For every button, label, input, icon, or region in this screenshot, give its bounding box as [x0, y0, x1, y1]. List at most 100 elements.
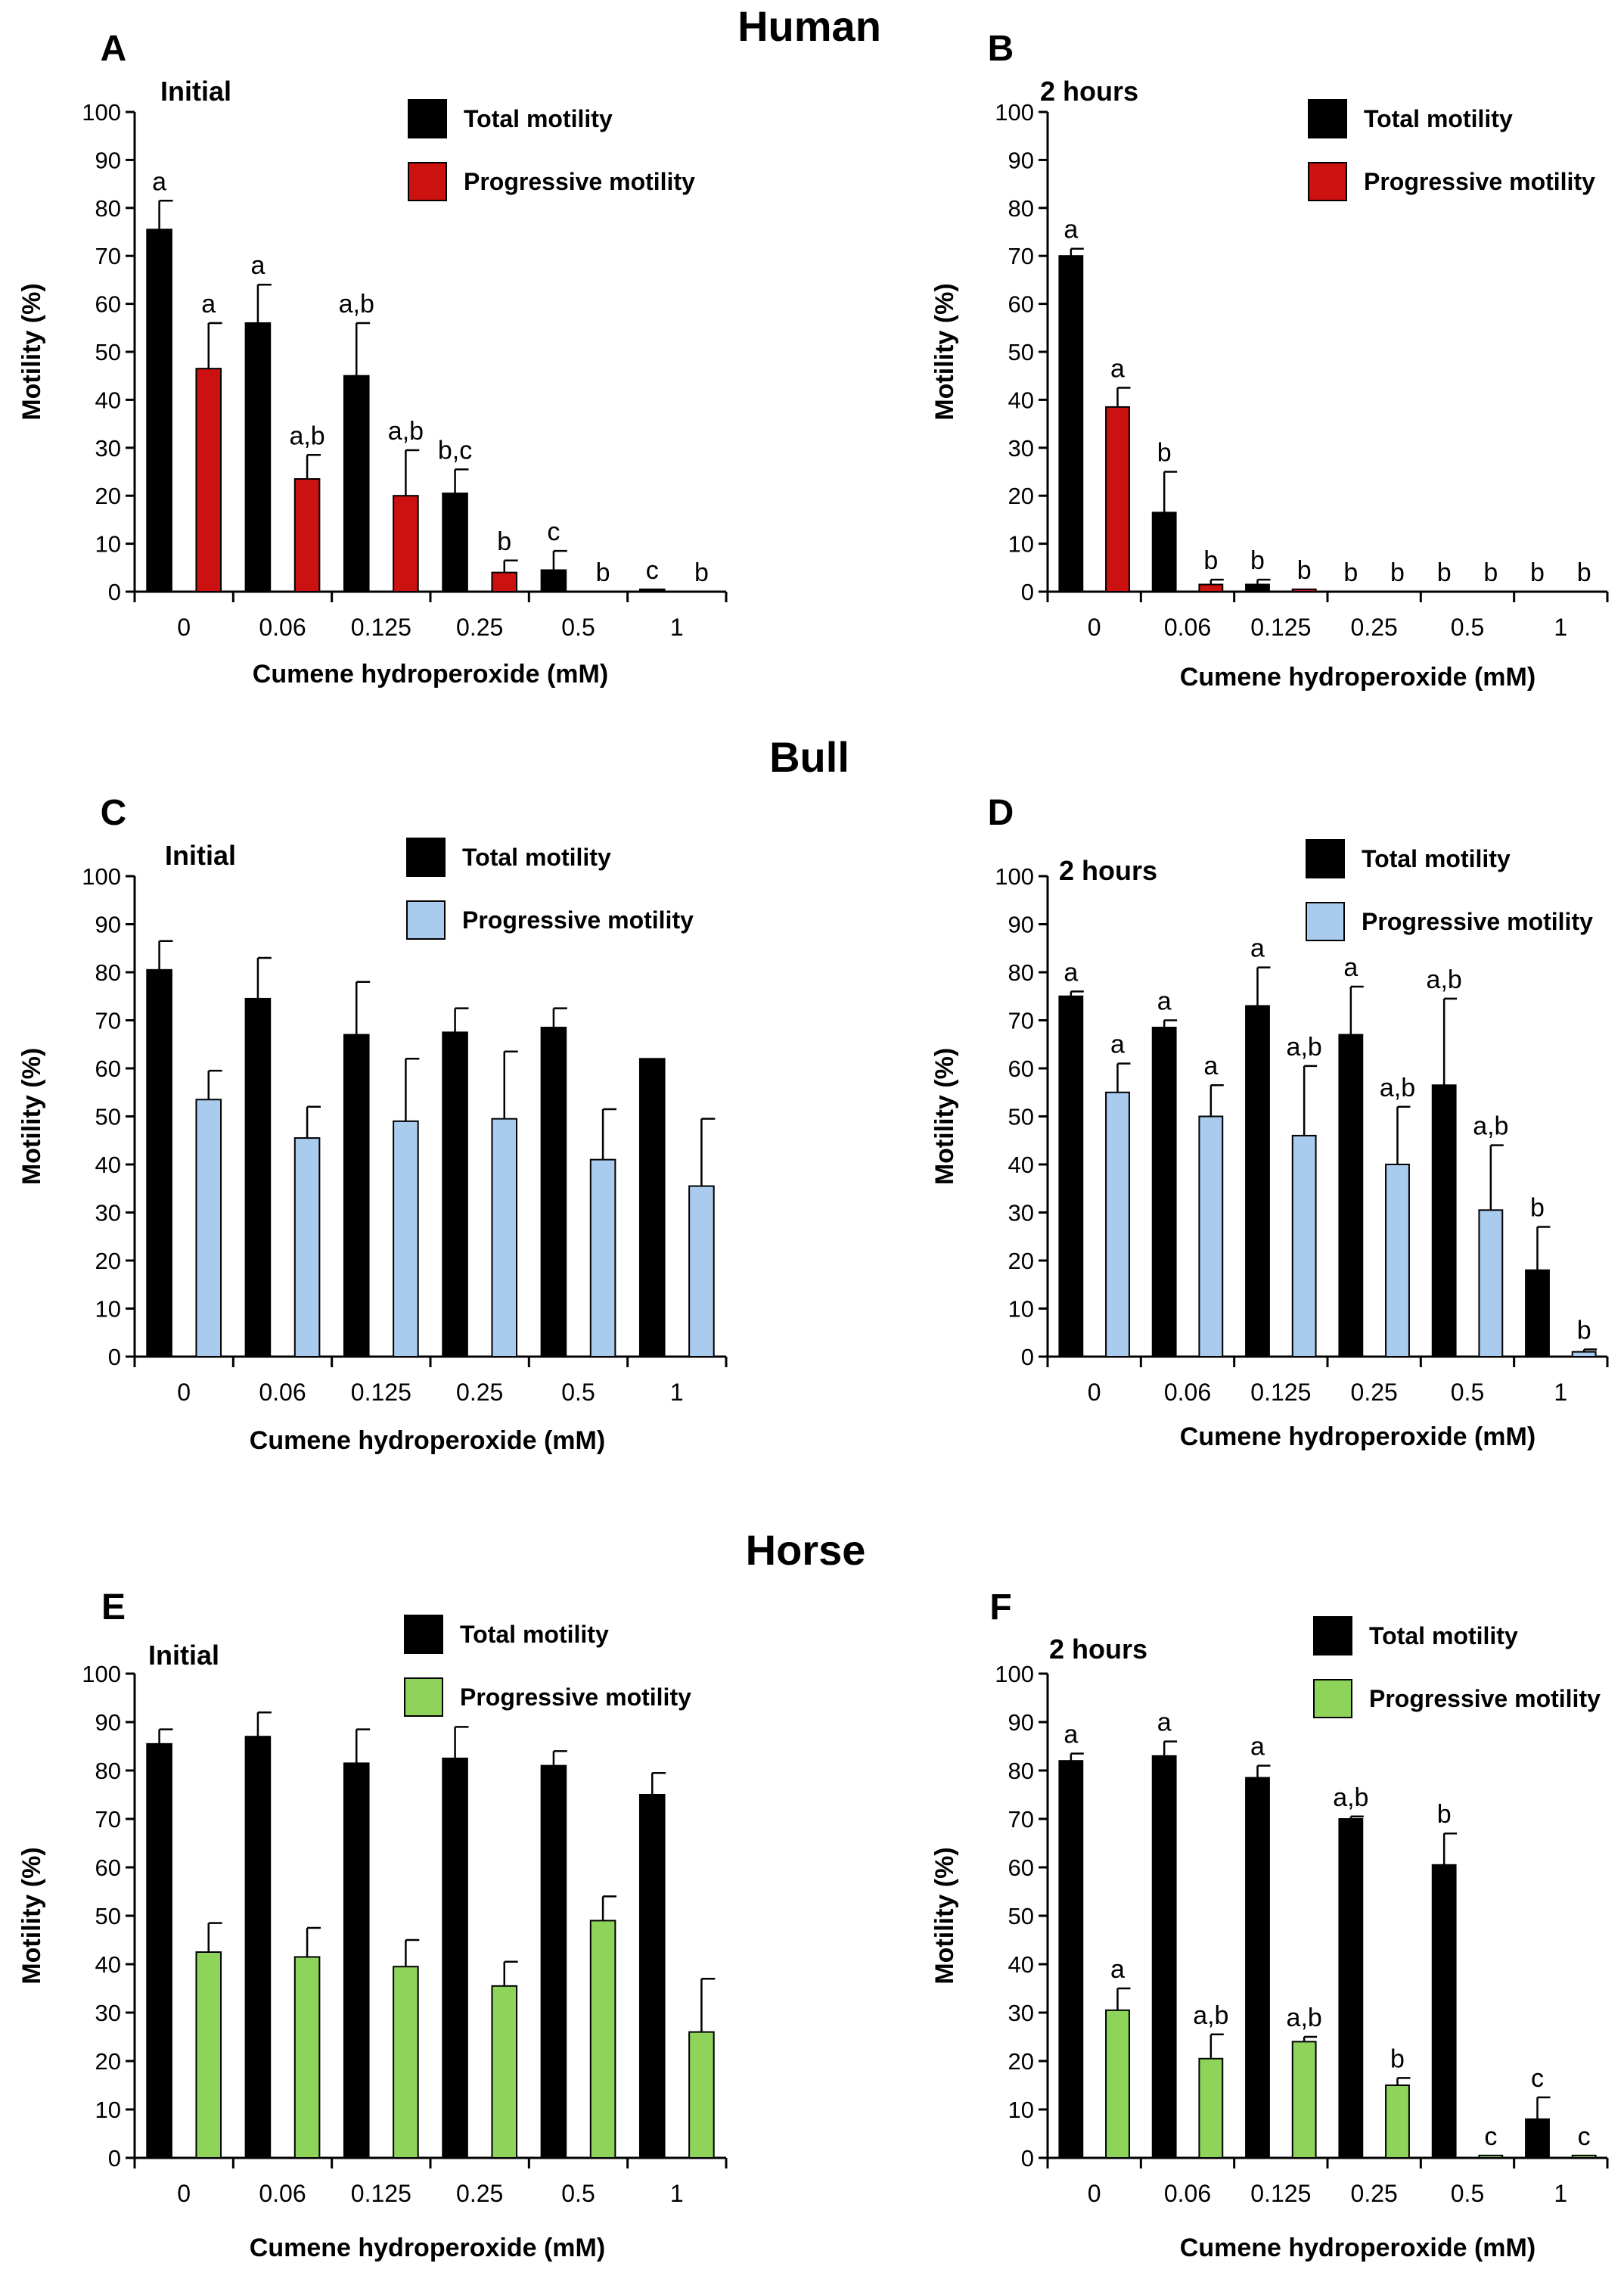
y-tick-label: 20	[1008, 483, 1034, 509]
significance-label: a,b	[289, 421, 324, 450]
significance-label: a	[1110, 1955, 1125, 1984]
bar	[442, 1758, 468, 2159]
bar	[1198, 1115, 1224, 1357]
significance-label: b	[694, 558, 709, 587]
y-tick-label: 90	[95, 147, 121, 173]
panel-title: Initial	[165, 840, 236, 871]
significance-label: a	[1110, 355, 1125, 384]
significance-label: a,b	[1380, 1074, 1415, 1102]
y-tick-label: 100	[995, 863, 1034, 890]
y-tick-label: 10	[1008, 1296, 1034, 1323]
bar	[1571, 2154, 1597, 2159]
legend-swatch	[406, 900, 446, 940]
x-tick-label: 0.25	[456, 614, 503, 641]
significance-label: c	[547, 518, 560, 546]
y-tick-label: 0	[1021, 579, 1034, 605]
bar	[1198, 2057, 1224, 2159]
x-tick-label: 0	[177, 614, 191, 641]
significance-label: c	[1531, 2064, 1544, 2093]
y-tick-label: 70	[1008, 243, 1034, 269]
y-tick-label: 10	[1008, 2097, 1034, 2123]
bar	[540, 1027, 567, 1358]
x-tick-label: 0	[177, 2180, 191, 2207]
y-tick-label: 60	[1008, 1055, 1034, 1082]
bar	[1151, 511, 1177, 593]
x-tick-label: 0.5	[1451, 614, 1484, 641]
legend-label: Total motility	[464, 105, 613, 132]
significance-label: b	[1343, 558, 1358, 587]
significance-label: b	[1530, 1194, 1545, 1223]
bar	[1245, 1005, 1270, 1357]
y-tick-label: 0	[1021, 1344, 1034, 1370]
legend-label: Progressive motility	[1364, 168, 1595, 195]
bar	[195, 368, 222, 592]
significance-label: a	[1203, 1052, 1218, 1080]
panel-letter: F	[989, 1587, 1011, 1627]
legend-label: Total motility	[1362, 845, 1511, 872]
y-tick-label: 50	[95, 1903, 121, 1929]
significance-label: b,c	[438, 436, 472, 465]
legend-swatch	[408, 162, 447, 201]
significance-label: a,b	[1193, 2001, 1228, 2030]
y-tick-label: 60	[1008, 291, 1034, 318]
bar	[1431, 1864, 1457, 2159]
significance-label: b	[1203, 546, 1218, 575]
bar	[1105, 2009, 1130, 2159]
legend-label: Progressive motility	[464, 168, 695, 195]
significance-label: a	[1250, 934, 1265, 963]
legend-swatch	[1313, 1616, 1352, 1655]
legend-label: Progressive motility	[462, 906, 694, 934]
y-tick-label: 60	[95, 1854, 121, 1881]
y-tick-label: 40	[1008, 1951, 1034, 1978]
y-tick-label: 10	[95, 2097, 121, 2123]
x-tick-label: 0	[1088, 614, 1101, 641]
y-tick-label: 60	[95, 1055, 121, 1082]
x-tick-label: 0	[1088, 2180, 1101, 2207]
y-axis-label: Motility (%)	[17, 1847, 46, 1984]
y-tick-label: 80	[1008, 195, 1034, 222]
x-tick-label: 0.5	[561, 1379, 595, 1406]
significance-label: b	[1157, 439, 1172, 468]
row-title-human: Human	[737, 2, 881, 50]
legend-label: Progressive motility	[460, 1683, 691, 1711]
y-tick-label: 90	[1008, 1709, 1034, 1736]
x-tick-label: 0.5	[561, 614, 595, 641]
bar	[1338, 1818, 1364, 2159]
legend-label: Total motility	[460, 1621, 609, 1648]
bar	[1058, 995, 1084, 1357]
bar	[195, 1099, 222, 1358]
bar	[638, 588, 666, 593]
y-tick-label: 70	[1008, 1008, 1034, 1034]
y-tick-label: 40	[95, 1152, 121, 1178]
bar	[393, 1120, 419, 1357]
bar	[244, 1736, 272, 2159]
y-tick-label: 40	[95, 1951, 121, 1978]
bar	[540, 1764, 567, 2159]
y-tick-label: 90	[95, 912, 121, 938]
significance-label: b	[1577, 558, 1591, 587]
significance-label: b	[596, 558, 610, 587]
y-tick-label: 60	[1008, 1854, 1034, 1881]
y-tick-label: 80	[95, 1758, 121, 1784]
y-tick-label: 40	[1008, 387, 1034, 413]
x-tick-label: 0	[177, 1379, 191, 1406]
x-tick-label: 1	[670, 614, 684, 641]
x-tick-label: 0.125	[1250, 2180, 1311, 2207]
x-tick-label: 0.06	[1164, 2180, 1211, 2207]
y-tick-label: 30	[1008, 435, 1034, 462]
significance-label: a	[1064, 216, 1078, 244]
significance-label: b	[1437, 1800, 1452, 1829]
bar	[343, 375, 370, 592]
significance-label: b	[497, 527, 511, 556]
x-tick-label: 0.25	[1351, 614, 1398, 641]
bar	[442, 493, 468, 593]
bar	[1058, 255, 1084, 592]
y-tick-label: 100	[995, 1661, 1034, 1687]
legend-swatch	[1313, 1679, 1352, 1718]
bar	[1198, 583, 1224, 592]
significance-label: a,b	[1473, 1112, 1508, 1141]
bar	[1245, 1777, 1270, 2159]
y-tick-label: 50	[95, 1104, 121, 1130]
